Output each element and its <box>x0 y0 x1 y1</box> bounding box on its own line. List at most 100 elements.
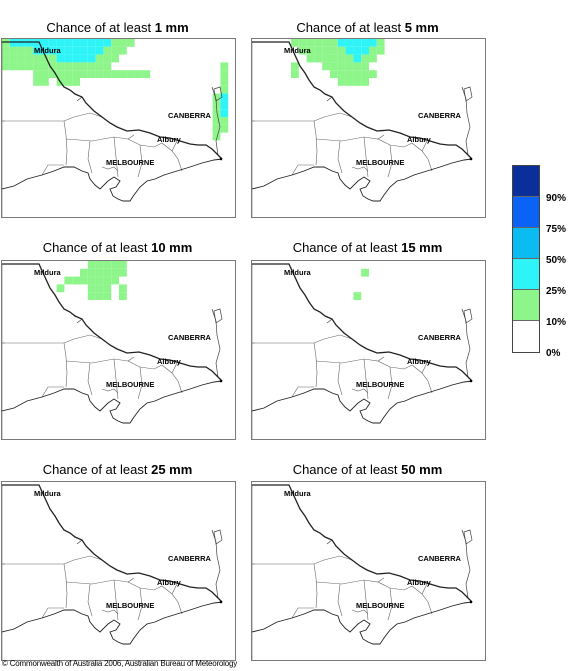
probability-cell <box>64 39 73 47</box>
probability-cell <box>2 54 10 63</box>
probability-cell <box>17 62 26 71</box>
probability-cell <box>9 54 18 63</box>
place-label-canberra: CANBERRA <box>418 554 462 563</box>
legend-label-90: 90% <box>546 193 567 204</box>
place-label-mildura: Mildura <box>34 46 61 55</box>
place-label-mildura: Mildura <box>284 46 311 55</box>
probability-cell <box>220 124 229 133</box>
victoria-map: Mildura CANBERRA Albury MELBOURNE <box>252 39 473 217</box>
place-label-mildura: Mildura <box>34 268 61 277</box>
probability-cell <box>64 46 73 55</box>
probability-cell <box>361 70 369 78</box>
probability-cell <box>87 39 96 47</box>
legend-label-50: 50% <box>546 255 567 266</box>
probability-cell <box>142 70 151 78</box>
place-label-canberra: CANBERRA <box>168 333 212 342</box>
victoria-map: Mildura CANBERRA Albury MELBOURNE <box>2 39 229 217</box>
probability-cell <box>103 70 112 78</box>
probability-cell <box>2 46 10 55</box>
probability-cell <box>119 261 127 269</box>
probability-cell <box>103 268 112 277</box>
probability-cell <box>353 39 362 47</box>
probability-cell <box>64 70 73 78</box>
probability-cell <box>361 46 369 55</box>
victoria-map: Mildura CANBERRA Albury MELBOURNE <box>2 261 223 439</box>
probability-cell <box>322 62 330 71</box>
map-panel-25mm: Mildura CANBERRA Albury MELBOURNE <box>1 481 236 661</box>
legend-label-75: 75% <box>546 224 567 235</box>
panel-title-50mm: Chance of at least 50 mm <box>292 462 443 477</box>
probability-cell <box>212 124 221 133</box>
probability-cell <box>103 62 112 71</box>
probability-cell <box>64 276 73 285</box>
probability-cell <box>337 78 346 86</box>
probability-cell <box>87 70 96 78</box>
probability-cell <box>33 54 41 63</box>
probability-cell <box>56 70 65 78</box>
region-boundaries <box>252 263 473 439</box>
place-label-albury: Albury <box>407 357 432 366</box>
place-label-canberra: CANBERRA <box>418 111 462 120</box>
probability-cell <box>337 54 346 63</box>
probability-cell <box>41 62 49 71</box>
probability-cell <box>345 46 354 55</box>
place-label-albury: Albury <box>157 135 182 144</box>
legend-label-10: 10% <box>546 317 567 328</box>
probability-cell <box>103 46 112 55</box>
probability-cell <box>2 39 10 47</box>
probability-cell <box>345 70 354 78</box>
probability-cell <box>111 39 119 47</box>
probability-cell <box>103 261 112 269</box>
probability-cell <box>361 78 369 86</box>
probability-cell <box>41 70 49 78</box>
place-label-canberra: CANBERRA <box>168 111 212 120</box>
region-boundaries <box>252 41 473 217</box>
probability-cell <box>369 39 377 47</box>
place-label-mildura: Mildura <box>34 489 61 498</box>
probability-cell <box>95 261 104 269</box>
probability-cell <box>314 39 323 47</box>
probability-cell <box>80 62 88 71</box>
probability-cell <box>33 39 41 47</box>
map-panel-15mm: Mildura CANBERRA Albury MELBOURNE <box>251 260 486 440</box>
place-label-melbourne: MELBOURNE <box>106 158 154 167</box>
map-panel-50mm: Mildura CANBERRA Albury MELBOURNE <box>251 481 486 661</box>
map-panel-10mm: Mildura CANBERRA Albury MELBOURNE <box>1 260 236 440</box>
probability-cell <box>330 46 338 55</box>
probability-cell <box>103 39 112 47</box>
place-label-canberra: CANBERRA <box>168 554 212 563</box>
probability-cell <box>25 39 34 47</box>
region-boundaries <box>2 263 223 439</box>
probability-cell <box>87 284 96 293</box>
place-label-melbourne: MELBOURNE <box>106 601 154 610</box>
copyright-notice: © Commonwealth of Australia 2006, Austra… <box>2 659 238 668</box>
place-label-melbourne: MELBOURNE <box>106 380 154 389</box>
probability-cell <box>126 39 135 47</box>
probability-cell <box>306 54 315 63</box>
panel-title-1mm: Chance of at least 1 mm <box>46 20 189 35</box>
place-label-mildura: Mildura <box>284 489 311 498</box>
legend-swatch-90 <box>513 166 539 197</box>
region-boundaries <box>2 484 223 660</box>
probability-cell <box>48 54 57 63</box>
probability-cell <box>220 117 229 125</box>
panel-title-25mm: Chance of at least 25 mm <box>42 462 193 477</box>
probability-cell <box>212 93 221 102</box>
probability-cell <box>369 46 377 55</box>
probability-cell <box>95 70 104 78</box>
probability-cell <box>64 78 73 86</box>
probability-cell <box>330 39 338 47</box>
map-panel-5mm: Mildura CANBERRA Albury MELBOURNE <box>251 38 486 218</box>
probability-cell <box>361 268 369 277</box>
probability-cell <box>376 46 385 55</box>
probability-cell <box>41 39 49 47</box>
place-label-mildura: Mildura <box>284 268 311 277</box>
probability-cell <box>306 46 315 55</box>
probability-cell <box>25 46 34 55</box>
probability-cell <box>103 284 112 293</box>
panel-title-10mm: Chance of at least 10 mm <box>42 240 193 255</box>
probability-cell <box>72 46 80 55</box>
probability-cell <box>345 39 354 47</box>
probability-cell <box>95 46 104 55</box>
probability-cell <box>361 62 369 71</box>
